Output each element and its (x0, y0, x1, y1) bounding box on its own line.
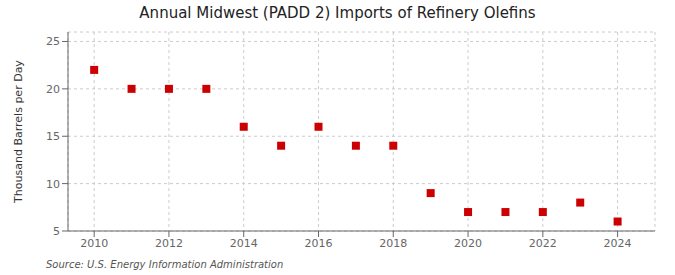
svg-text:5: 5 (53, 225, 60, 238)
svg-text:2012: 2012 (155, 237, 183, 250)
svg-text:2018: 2018 (379, 237, 407, 250)
svg-text:2016: 2016 (305, 237, 333, 250)
html-text:Annual Midwest (PADD 2) Import: Annual Midwest (PADD 2) Imports of Refin… (139, 4, 536, 22)
svg-text:2010: 2010 (80, 237, 108, 250)
svg-text:2024: 2024 (604, 237, 632, 250)
svg-text:2022: 2022 (529, 237, 557, 250)
svg-text:2014: 2014 (230, 237, 258, 250)
svg-text:10: 10 (46, 178, 60, 191)
svg-text:20: 20 (46, 83, 60, 96)
svg-text:2020: 2020 (454, 237, 482, 250)
svg-text:25: 25 (46, 35, 60, 48)
svg-text:15: 15 (46, 130, 60, 143)
svg-text:Thousand Barrels per Day: Thousand Barrels per Day (12, 60, 25, 204)
html-text:Source: U.S. Energy Informatio: Source: U.S. Energy Information Administ… (46, 259, 284, 270)
